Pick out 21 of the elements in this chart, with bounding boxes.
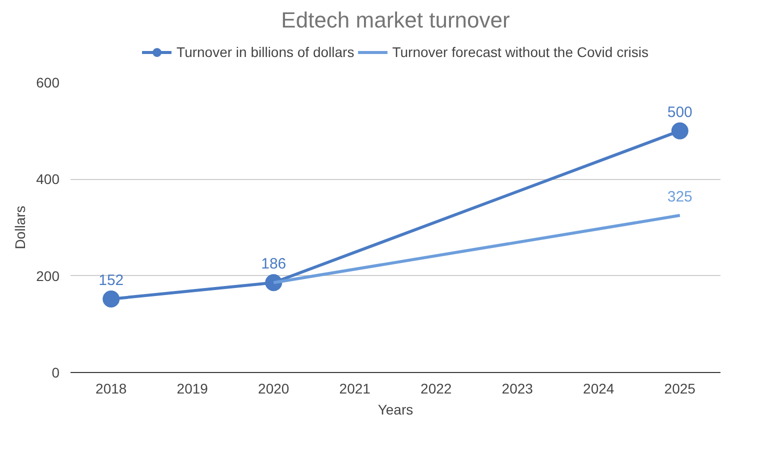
- chart-title: Edtech market turnover: [281, 8, 510, 32]
- x-tick-label: 2025: [664, 380, 696, 396]
- y-tick-label: 200: [36, 268, 60, 284]
- x-tick-label: 2021: [339, 380, 371, 396]
- data-label: 152: [98, 272, 124, 290]
- x-tick-label: 2024: [583, 380, 614, 396]
- x-tick-label: 2022: [420, 380, 452, 396]
- x-tick-label: 2019: [176, 380, 208, 396]
- x-tick-label: 2023: [502, 380, 534, 396]
- data-label: 500: [667, 104, 692, 121]
- y-axis-title: Dollars: [12, 206, 28, 250]
- x-axis-title: Years: [378, 402, 414, 418]
- data-label: 325: [667, 188, 692, 206]
- data-label: 186: [261, 256, 286, 273]
- y-tick-label: 400: [36, 171, 60, 188]
- x-tick-label: 2020: [258, 380, 290, 396]
- y-tick-label: 600: [36, 74, 60, 90]
- x-tick-label: 2018: [96, 380, 127, 396]
- legend-label: Turnover forecast without the Covid crisis: [392, 44, 648, 60]
- y-tick-label: 0: [52, 364, 60, 380]
- legend-label: Turnover in billions of dollars: [176, 44, 354, 60]
